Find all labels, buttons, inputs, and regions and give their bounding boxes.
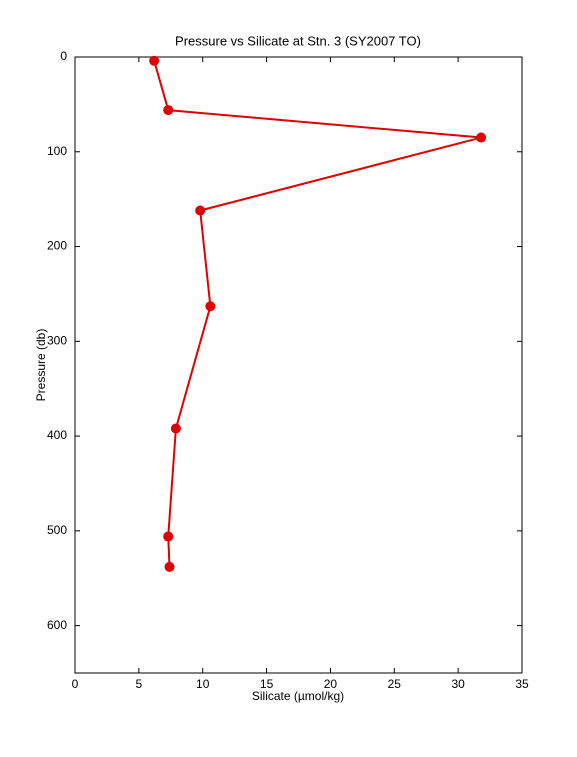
y-tick-label: 400 bbox=[47, 428, 67, 442]
data-line bbox=[153, 60, 483, 567]
plot-frame bbox=[74, 56, 523, 674]
data-point bbox=[164, 561, 175, 572]
y-tick-label: 0 bbox=[60, 49, 67, 63]
y-tick-label: 100 bbox=[47, 144, 67, 158]
x-tick-label: 20 bbox=[324, 677, 338, 691]
y-tick-label: 600 bbox=[47, 618, 67, 632]
x-tick-label: 30 bbox=[451, 677, 465, 691]
data-point bbox=[195, 205, 206, 216]
chart-title: Pressure vs Silicate at Stn. 3 (SY2007 T… bbox=[175, 33, 421, 48]
y-tick-label: 500 bbox=[47, 523, 67, 537]
y-axis-label: Pressure (db) bbox=[34, 329, 48, 402]
data-point bbox=[205, 301, 216, 312]
x-tick-label: 15 bbox=[260, 677, 274, 691]
x-tick-label: 5 bbox=[136, 677, 143, 691]
x-tick-label: 25 bbox=[388, 677, 402, 691]
y-tick-label: 300 bbox=[47, 333, 67, 347]
data-point bbox=[149, 55, 160, 66]
x-tick-label: 35 bbox=[515, 677, 529, 691]
data-point bbox=[170, 423, 181, 434]
data-point bbox=[163, 105, 174, 116]
data-point bbox=[476, 132, 487, 143]
x-tick-label: 0 bbox=[72, 677, 79, 691]
x-tick-label: 10 bbox=[196, 677, 210, 691]
x-axis-label: Silicate (µmol/kg) bbox=[252, 689, 344, 703]
data-point bbox=[163, 531, 174, 542]
y-tick-label: 200 bbox=[47, 239, 67, 253]
